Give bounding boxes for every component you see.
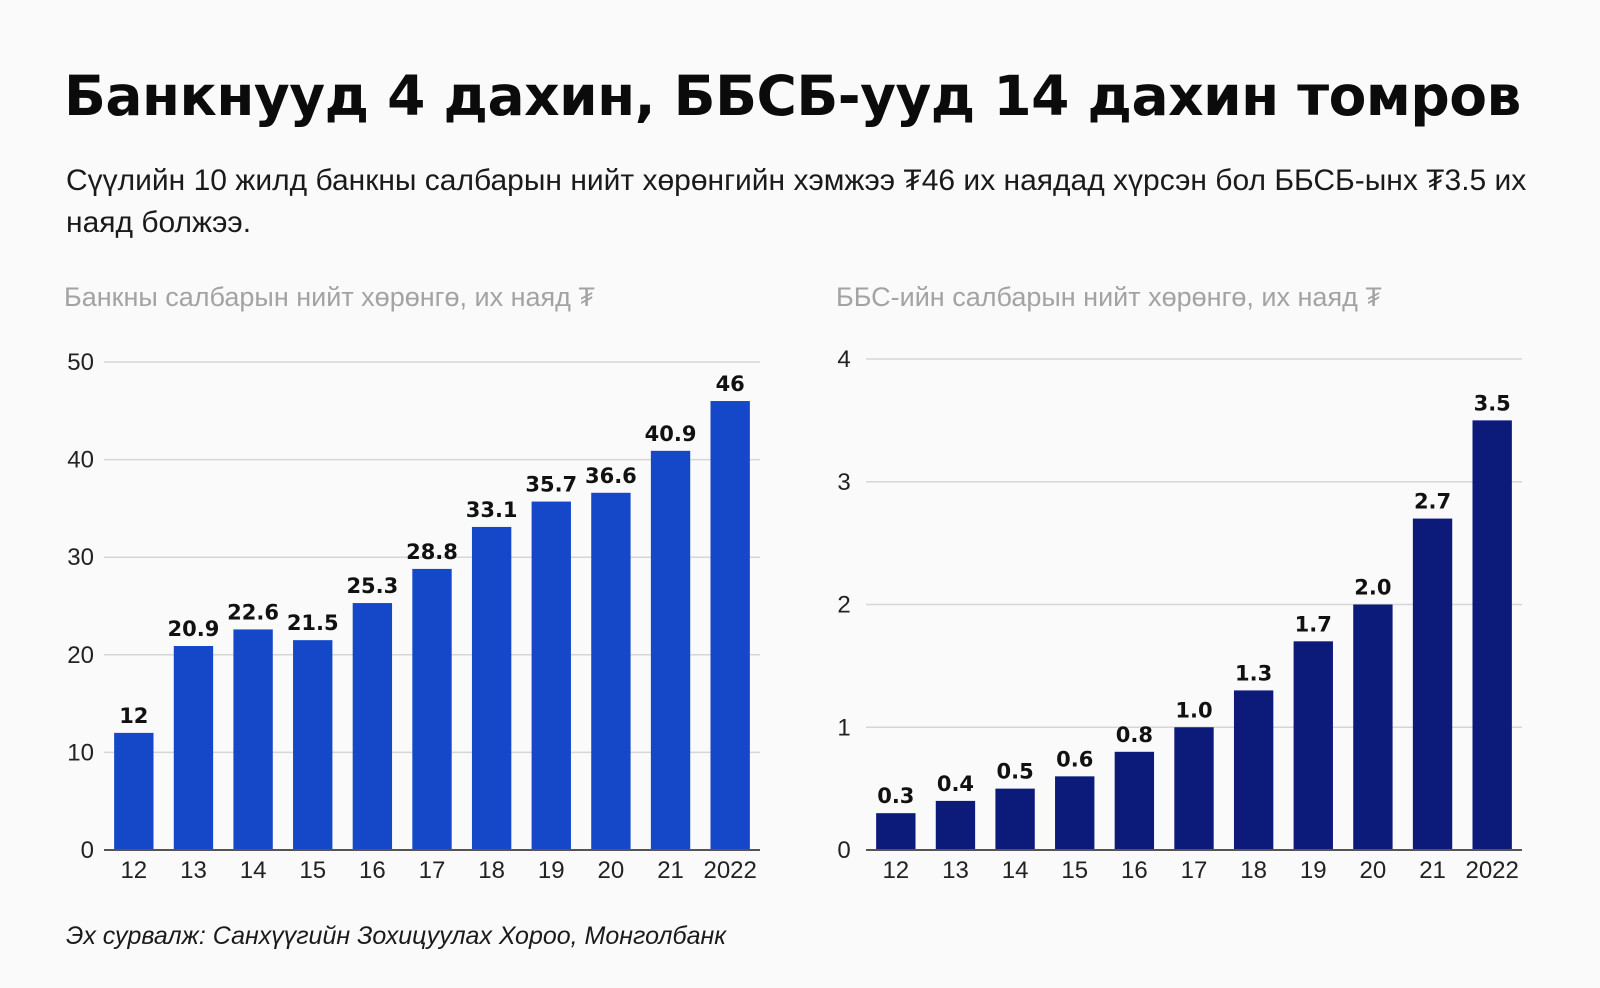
x-tick-label: 20 bbox=[1360, 857, 1387, 884]
y-tick-label: 10 bbox=[67, 739, 94, 766]
x-tick-label: 17 bbox=[419, 857, 446, 884]
data-label: 22.6 bbox=[227, 600, 279, 624]
x-tick-label: 18 bbox=[1240, 857, 1267, 884]
bar bbox=[876, 813, 916, 850]
data-label: 25.3 bbox=[346, 574, 398, 598]
bar bbox=[1412, 518, 1453, 850]
x-tick-label: 2022 bbox=[1465, 857, 1518, 884]
x-tick-label: 12 bbox=[120, 857, 147, 884]
bank-assets-chart: 0 10 20 30 40 50 12 12 20.9 13 22.6 14 21.5 15 25.3 16 2… bbox=[67, 349, 760, 884]
data-label: 0.5 bbox=[996, 760, 1033, 784]
y-tick-label: 0 bbox=[837, 837, 850, 864]
bar bbox=[352, 603, 393, 850]
bar bbox=[233, 629, 273, 850]
bar bbox=[1353, 604, 1393, 850]
bar bbox=[293, 640, 333, 850]
data-label: 0.6 bbox=[1056, 747, 1093, 771]
bar bbox=[1055, 776, 1095, 850]
data-label: 36.6 bbox=[585, 464, 637, 488]
bar bbox=[1114, 751, 1155, 850]
bar bbox=[710, 401, 750, 850]
data-label: 33.1 bbox=[466, 498, 518, 522]
page-title: Банкнууд 4 дахин, ББСБ-ууд 14 дахин томр… bbox=[64, 64, 1521, 128]
x-tick-label: 18 bbox=[478, 857, 505, 884]
bar bbox=[531, 501, 571, 850]
x-tick-label: 19 bbox=[538, 857, 565, 884]
bar bbox=[1174, 727, 1214, 850]
nbfi-assets-chart: 012340.3120.4130.5140.6150.8161.0171.318… bbox=[837, 346, 1522, 884]
bar bbox=[1472, 420, 1512, 850]
data-label: 40.9 bbox=[645, 422, 697, 446]
nbfi-chart-title: ББС-ийн салбарын нийт хөрөнгө, их наяд ₮ bbox=[836, 282, 1382, 312]
y-tick-label: 20 bbox=[67, 642, 94, 669]
bar bbox=[173, 646, 214, 850]
bar bbox=[471, 526, 512, 850]
x-tick-label: 16 bbox=[359, 857, 386, 884]
bar bbox=[1233, 690, 1274, 850]
data-label: 20.9 bbox=[168, 617, 220, 641]
x-tick-label: 14 bbox=[240, 857, 267, 884]
y-tick-label: 50 bbox=[67, 349, 94, 376]
data-label: 1.7 bbox=[1295, 612, 1332, 636]
data-label: 0.8 bbox=[1116, 723, 1153, 747]
x-tick-label: 19 bbox=[1300, 857, 1327, 884]
data-label: 35.7 bbox=[525, 473, 577, 497]
data-label: 12 bbox=[119, 704, 148, 728]
y-tick-label: 30 bbox=[67, 544, 94, 571]
data-label: 28.8 bbox=[406, 540, 458, 564]
x-tick-label: 2022 bbox=[703, 857, 756, 884]
x-tick-label: 14 bbox=[1002, 857, 1029, 884]
x-tick-label: 13 bbox=[180, 857, 207, 884]
x-tick-label: 13 bbox=[942, 857, 969, 884]
source-note: Эх сурвалж: Санхүүгийн Зохицуулах Хороо,… bbox=[66, 922, 727, 950]
y-tick-label: 4 bbox=[837, 346, 850, 373]
bar bbox=[650, 450, 691, 850]
bar bbox=[995, 788, 1035, 850]
y-tick-label: 1 bbox=[837, 714, 850, 741]
x-tick-label: 21 bbox=[1419, 857, 1446, 884]
data-label: 1.0 bbox=[1175, 698, 1212, 722]
data-label: 0.4 bbox=[937, 772, 974, 796]
bar bbox=[935, 800, 976, 850]
bar bbox=[412, 568, 452, 850]
y-tick-label: 2 bbox=[837, 592, 850, 619]
x-tick-label: 21 bbox=[657, 857, 684, 884]
bar bbox=[114, 732, 154, 850]
data-label: 21.5 bbox=[287, 611, 339, 635]
y-tick-label: 40 bbox=[67, 447, 94, 474]
y-tick-label: 0 bbox=[81, 837, 94, 864]
data-label: 1.3 bbox=[1235, 661, 1272, 685]
data-label: 3.5 bbox=[1474, 391, 1511, 415]
y-tick-label: 3 bbox=[837, 469, 850, 496]
data-label: 0.3 bbox=[877, 784, 914, 808]
bar bbox=[1293, 641, 1333, 850]
data-label: 2.0 bbox=[1354, 576, 1391, 600]
bar bbox=[591, 492, 631, 850]
data-label: 2.7 bbox=[1414, 490, 1451, 514]
x-tick-label: 12 bbox=[882, 857, 909, 884]
x-tick-label: 20 bbox=[598, 857, 625, 884]
bank-chart-title: Банкны салбарын нийт хөрөнгө, их наяд ₮ bbox=[64, 282, 595, 312]
x-tick-label: 17 bbox=[1181, 857, 1208, 884]
x-tick-label: 16 bbox=[1121, 857, 1148, 884]
x-tick-label: 15 bbox=[299, 857, 326, 884]
data-label: 46 bbox=[716, 372, 745, 396]
page-subtitle: Сүүлийн 10 жилд банкны салбарын нийт хөр… bbox=[66, 164, 1527, 239]
x-tick-label: 15 bbox=[1061, 857, 1088, 884]
